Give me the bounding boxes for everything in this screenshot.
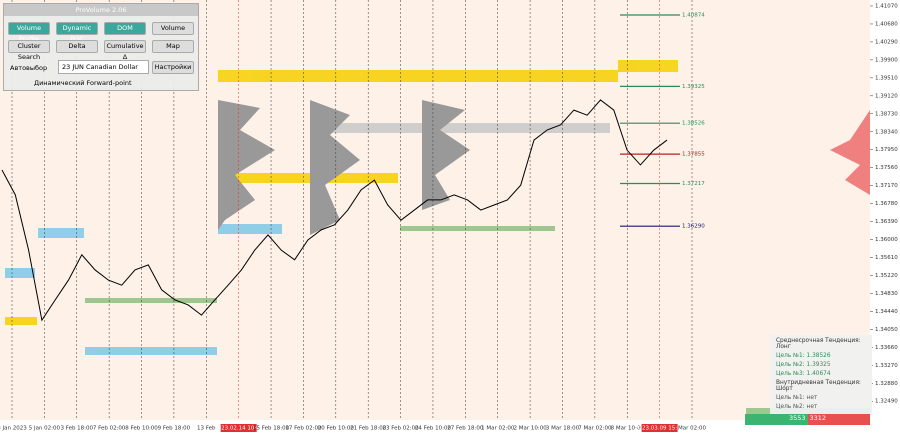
zone xyxy=(5,268,35,278)
button[interactable]: Map xyxy=(152,40,194,53)
x-tick-label: Mar 02:00 xyxy=(678,426,706,432)
y-tick-label: 1.34050 xyxy=(875,327,898,333)
x-tick-label: 1 Mar 02:00 xyxy=(481,426,515,432)
y-tick-label: 1.40290 xyxy=(875,39,898,45)
level-label: 1.37855 xyxy=(682,152,705,158)
y-tick-label: 1.38730 xyxy=(875,111,898,117)
y-tick-label: 1.34830 xyxy=(875,291,898,297)
x-tick-label: 17 Feb 02:00 xyxy=(285,426,322,432)
y-tick-label: 1.40680 xyxy=(875,21,898,27)
x-tick-label: 2023.02.14 10:00 xyxy=(214,426,264,432)
level-label: 1.38526 xyxy=(682,121,705,127)
y-tick-label: 1.37170 xyxy=(875,183,898,189)
y-tick-label: 1.35220 xyxy=(875,273,898,279)
zone xyxy=(218,173,398,183)
volume-profiles xyxy=(218,100,870,235)
y-tick-label: 1.36780 xyxy=(875,201,898,207)
y-tick-label: 1.33660 xyxy=(875,345,898,351)
buy-volume: 3553 xyxy=(745,414,808,425)
x-tick-label: 7 Feb 02:00 xyxy=(93,426,126,432)
zone xyxy=(310,123,610,133)
info-box: Среднесрочная Тенденция: Лонг Цель №1: 1… xyxy=(770,335,872,415)
info-line: Цель №1: нет xyxy=(776,395,818,401)
volume-bar: 3553 3312 xyxy=(745,414,870,425)
y-tick-label: 1.33270 xyxy=(875,363,898,369)
y-tick-label: 1.37560 xyxy=(875,165,898,171)
level-label: 1.40874 xyxy=(682,13,705,19)
price-line xyxy=(1,99,668,322)
x-tick-label: 8 Feb 10:00 xyxy=(125,426,158,432)
info-line: Внутридневная Тенденция: Шорт xyxy=(776,380,861,392)
info-line: Среднесрочная Тенденция: Лонг xyxy=(776,338,861,350)
x-tick-label: 3 Jan 2023 xyxy=(0,426,27,432)
level-label: 1.39325 xyxy=(682,84,705,90)
y-tick-label: 1.39120 xyxy=(875,93,898,99)
info-line: Цель №2: 1.39325 xyxy=(776,362,831,368)
provolume-panel: ProVolume 2.06 Volume Profile Dynamic PO… xyxy=(3,3,199,91)
checkbox-label[interactable]: Автовыбор xyxy=(10,64,48,72)
button[interactable]: Volume xyxy=(152,22,194,35)
y-tick-label: 1.36000 xyxy=(875,237,898,243)
price-axis-bg xyxy=(870,0,900,435)
x-tick-label: 24 Feb 10:00 xyxy=(415,426,452,432)
x-tick-label: 13 Feb xyxy=(197,426,216,432)
button[interactable]: Настройки xyxy=(152,61,194,74)
sell-volume: 3312 xyxy=(807,414,870,425)
y-tick-label: 1.39510 xyxy=(875,75,898,81)
zone xyxy=(218,224,282,234)
info-line: Цель №2: нет xyxy=(776,404,818,410)
y-tick-label: 1.32490 xyxy=(875,399,898,405)
volume-profile xyxy=(218,100,275,230)
zone xyxy=(38,228,84,238)
y-tick-label: 1.34440 xyxy=(875,309,898,315)
x-tick-label: 5 Jan 02:00 xyxy=(29,426,61,432)
x-tick-label: 7 Mar 02:00 xyxy=(578,426,612,432)
button[interactable]: Delta xyxy=(56,40,98,53)
x-tick-label: 9 Feb 18:00 xyxy=(158,426,191,432)
panel-title: ProVolume 2.06 xyxy=(4,4,198,16)
x-tick-label: 3 Feb 18:00 xyxy=(60,426,93,432)
zone xyxy=(5,317,37,325)
button[interactable]: Volume Profile xyxy=(8,22,50,43)
symbol-select[interactable]: 23 JUN Canadian Dollar xyxy=(58,60,149,74)
volume-profile xyxy=(422,100,470,210)
y-tick-label: 1.37950 xyxy=(875,147,898,153)
y-tick-label: 1.35610 xyxy=(875,255,898,261)
button[interactable]: Cumulative Δ xyxy=(104,40,146,61)
y-tick-label: 1.38340 xyxy=(875,129,898,135)
y-tick-label: 1.39900 xyxy=(875,57,898,63)
info-line: Цель №3: 1.40674 xyxy=(776,371,831,377)
zone xyxy=(85,298,217,303)
x-tick-label: 8 Mar 10:00 xyxy=(611,426,645,432)
x-tick-label: 2 Mar 10:00 xyxy=(513,426,547,432)
volume-profile xyxy=(310,100,360,235)
volume-profile xyxy=(830,110,870,195)
info-line: Цель №1: 1.38526 xyxy=(776,353,831,359)
time-highlight xyxy=(641,424,678,432)
x-tick-label: 20 Feb 10:00 xyxy=(318,426,355,432)
y-tick-label: 1.41070 xyxy=(875,3,898,9)
zone xyxy=(85,347,217,355)
level-label: 1.36290 xyxy=(682,224,705,230)
y-tick-label: 1.36390 xyxy=(875,219,898,225)
x-tick-label: 21 Feb 18:00 xyxy=(350,426,387,432)
button[interactable]: Cluster Search xyxy=(8,40,50,61)
level-label: 1.37217 xyxy=(682,181,705,187)
x-tick-label: 15 Feb 18:00 xyxy=(253,426,290,432)
button[interactable]: DOM xyxy=(104,22,146,35)
button[interactable]: Dynamic POC xyxy=(56,22,98,43)
zone xyxy=(400,226,555,231)
time-highlight xyxy=(220,424,257,432)
zone xyxy=(618,60,678,72)
toggle-label[interactable]: Динамический Forward-point xyxy=(34,79,132,87)
x-tick-label: 3 Mar 18:00 xyxy=(546,426,580,432)
x-tick-label: 27 Feb 18:00 xyxy=(447,426,484,432)
zone xyxy=(218,70,618,82)
x-tick-label: 2023.03.09 15:00 xyxy=(635,426,685,432)
y-tick-label: 1.32880 xyxy=(875,381,898,387)
x-tick-label: 23 Feb 02:00 xyxy=(383,426,420,432)
